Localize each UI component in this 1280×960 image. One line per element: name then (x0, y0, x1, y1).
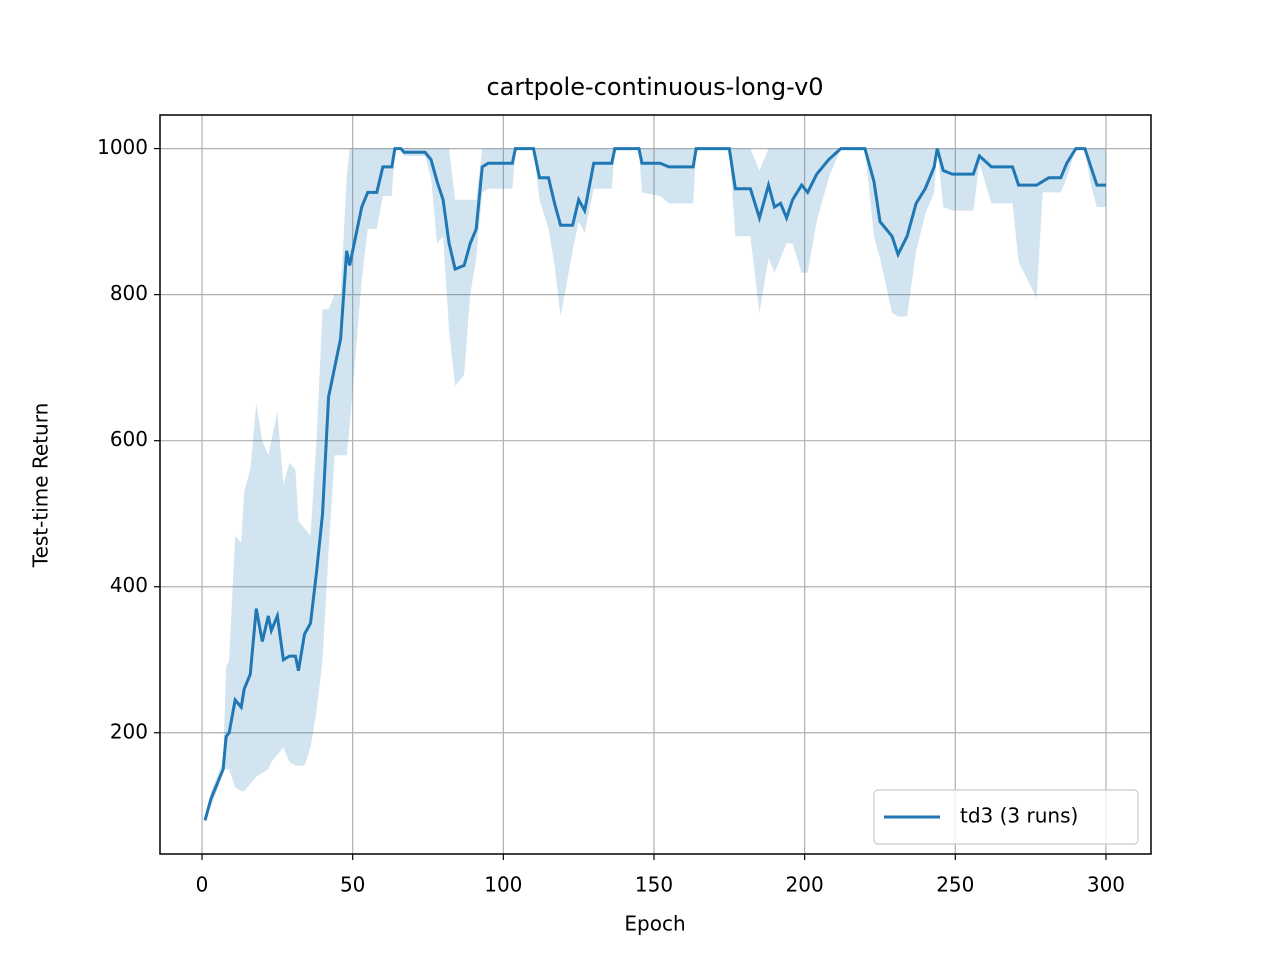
x-tick-label: 150 (635, 873, 673, 897)
x-tick-label: 100 (484, 873, 522, 897)
y-axis-label: Test-time Return (29, 403, 53, 569)
y-tick-label: 400 (110, 573, 148, 597)
x-tick-label: 300 (1087, 873, 1125, 897)
line (203, 147, 1106, 821)
y-tick-label: 600 (110, 427, 148, 451)
confidence-band (205, 148, 1106, 821)
x-axis-label: Epoch (624, 912, 685, 936)
plot-area (203, 147, 1106, 821)
y-tick-label: 800 (110, 281, 148, 305)
chart-title: cartpole-continuous-long-v0 (486, 73, 823, 101)
y-tick-label: 200 (110, 719, 148, 743)
x-tick-label: 50 (340, 873, 365, 897)
legend-label: td3 (3 runs) (960, 804, 1078, 828)
legend-box (873, 789, 1139, 845)
axes-frame (159, 114, 1152, 855)
x-tick-label: 0 (196, 873, 209, 897)
x-tick-label: 200 (786, 873, 824, 897)
legend: td3 (3 runs) (873, 789, 1139, 845)
x-tick-label: 250 (936, 873, 974, 897)
grid (160, 115, 1151, 854)
y-tick-label: 1000 (97, 135, 148, 159)
